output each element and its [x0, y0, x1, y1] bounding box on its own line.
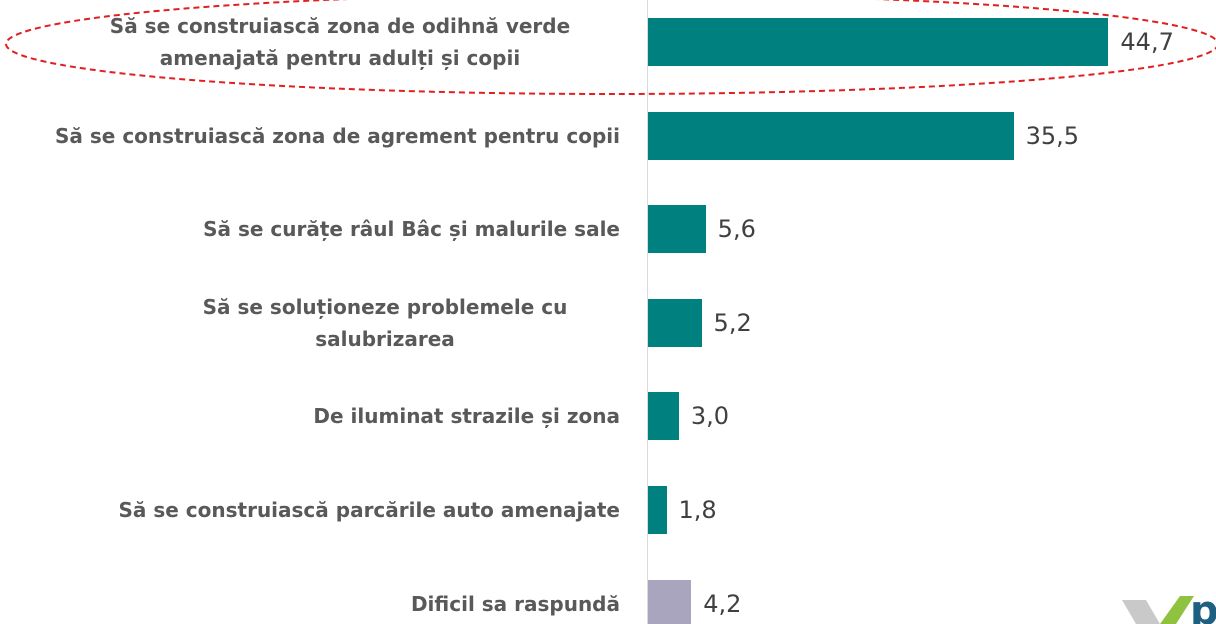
- value-label: 44,7: [1120, 28, 1174, 56]
- bar: [648, 18, 1109, 66]
- highlight-ellipse: [5, 0, 1216, 95]
- logo-shape: [1122, 600, 1160, 624]
- category-label: Să se soluționeze problemele cu salubriz…: [202, 294, 568, 351]
- value-label: 35,5: [1025, 121, 1080, 150]
- category-label: Să se construiască parcările auto amenaj…: [118, 498, 620, 522]
- value-label: 4,2: [703, 589, 742, 618]
- bar: [648, 111, 1014, 160]
- bar: [648, 579, 692, 624]
- logo-shape: [1160, 596, 1194, 624]
- logo-text: pl: [1190, 588, 1216, 624]
- bar: [648, 392, 679, 441]
- category-label: De iluminat strazile și zona: [313, 404, 620, 429]
- axis-line: [647, 0, 648, 624]
- bar: [648, 486, 667, 534]
- value-label: 1,8: [678, 496, 717, 524]
- value-label: 5,2: [713, 308, 752, 337]
- bar: [648, 205, 706, 254]
- value-label: 5,6: [717, 215, 756, 244]
- category-label: Să se construiască zona de odihnă verde …: [109, 14, 571, 70]
- category-label: Dificil sa raspundă: [410, 591, 620, 616]
- value-label: 3,0: [690, 402, 730, 431]
- category-label: Să se curățe râul Bâc și malurile sale: [203, 217, 620, 242]
- bar: [648, 298, 702, 347]
- category-label: Să se construiască zona de agrement pent…: [55, 123, 620, 148]
